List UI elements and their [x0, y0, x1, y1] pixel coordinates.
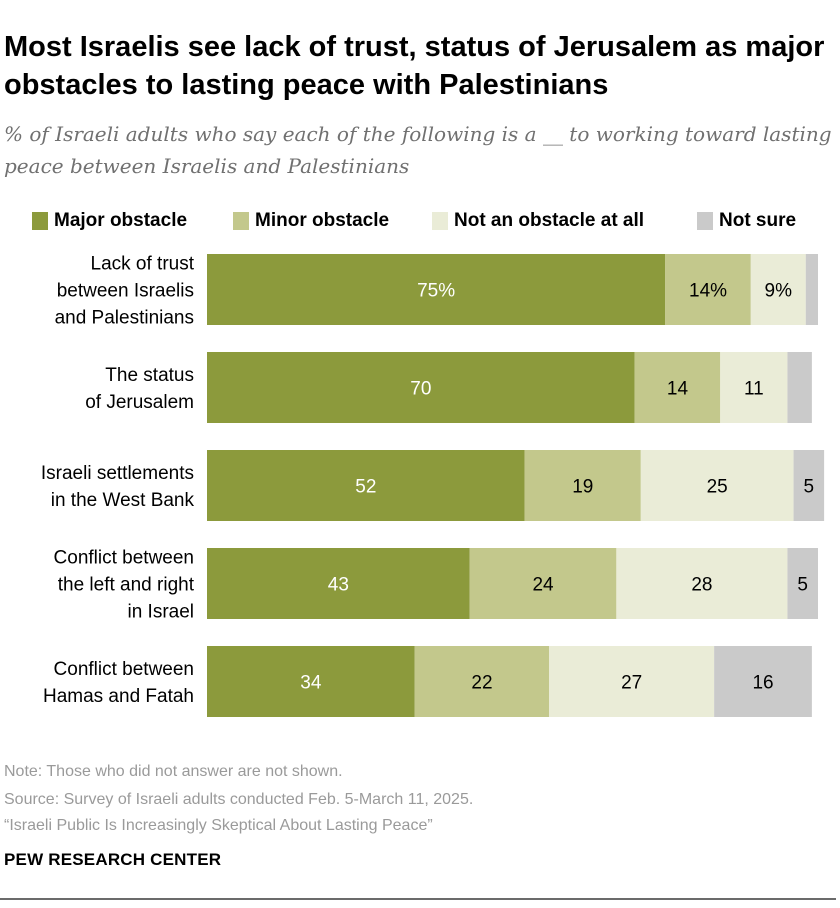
bar-segment [469, 548, 617, 619]
bar-segment [640, 450, 794, 521]
category-label-line: between Israelis [57, 281, 194, 302]
data-label: 24 [532, 575, 554, 596]
legend-swatch-not-obstacle [432, 212, 448, 230]
data-label: 43 [328, 575, 349, 596]
bar-segment [207, 450, 525, 521]
bar-segment [805, 254, 818, 325]
report-title-text: “Israeli Public Is Increasingly Skeptica… [4, 817, 433, 834]
legend-label-not-obstacle: Not an obstacle at all [454, 210, 645, 231]
category-label-line: Conflict between [54, 548, 194, 569]
bar-segment [524, 450, 641, 521]
bar-segment [793, 450, 825, 521]
bar-segment [634, 352, 721, 423]
bar-segment [549, 646, 715, 717]
bar-segment [750, 254, 806, 325]
legend-item-not-obstacle: Not an obstacle at all [432, 206, 644, 236]
category-label: Israeli settlements in the West Bank [41, 463, 195, 511]
category-label-line: The status [105, 365, 194, 386]
data-label: 16 [752, 673, 773, 694]
legend-swatch-minor [233, 212, 249, 230]
bar-segment [714, 646, 812, 717]
source-text: Source: Survey of Israeli adults conduct… [4, 791, 474, 808]
category-label-line: the left and right [58, 575, 195, 596]
data-label: 11 [744, 379, 764, 400]
data-label: 5 [804, 477, 815, 498]
data-label: 22 [471, 673, 492, 694]
category-label-line: Lack of trust [91, 254, 195, 275]
legend-label-not-sure: Not sure [719, 210, 797, 231]
category-label-line: Israeli settlements [41, 463, 194, 484]
legend-label-minor: Minor obstacle [255, 210, 390, 231]
bar-segment [787, 352, 812, 423]
pew-research-center-logo: PEW RESEARCH CENTER [4, 850, 222, 869]
bar-segment [207, 646, 415, 717]
legend-label-major: Major obstacle [54, 210, 188, 231]
data-label: 28 [691, 575, 712, 596]
category-label: The status of Jerusalem [85, 365, 194, 413]
bar-segment [207, 352, 635, 423]
data-label: 5 [797, 575, 808, 596]
legend-item-minor: Minor obstacle [233, 206, 389, 236]
bar-segment [207, 254, 666, 325]
data-label: 25 [707, 477, 728, 498]
stacked-bar-chart: Lack of trust between Israelis and Palesti… [41, 254, 825, 717]
legend: Major obstacle Minor obstacle Not an obs… [0, 206, 840, 236]
category-label-line: of Jerusalem [85, 392, 194, 413]
category-label-line: Conflict between [54, 659, 194, 680]
category-label: Conflict between the left and right in Isr… [54, 548, 195, 623]
chart-subtitle: % of Israeli adults who say each of the … [4, 122, 832, 178]
bar-segment [787, 548, 818, 619]
bar-segment [207, 548, 470, 619]
category-label-line: in Israel [127, 602, 194, 623]
legend-swatch-major [32, 212, 48, 230]
note-text: Note: Those who did not answer are not s… [4, 763, 343, 780]
legend-item-major: Major obstacle [32, 206, 187, 236]
data-label: 75% [417, 281, 455, 302]
bar-segment [720, 352, 788, 423]
category-label: Conflict between Hamas and Fatah [43, 659, 194, 707]
category-label-line: and Palestinians [55, 308, 194, 329]
data-label: 19 [572, 477, 593, 498]
data-label: 52 [355, 477, 376, 498]
category-label-line: Hamas and Fatah [43, 686, 194, 707]
data-label: 14% [689, 281, 727, 302]
data-label: 27 [621, 673, 642, 694]
legend-item-not-sure: Not sure [697, 206, 796, 236]
chart-title: Most Israelis see lack of trust, status … [4, 31, 825, 101]
legend-swatch-not-sure [697, 212, 713, 230]
category-label: Lack of trust between Israelis and Palesti… [55, 254, 195, 329]
data-label: 14 [667, 379, 689, 400]
bar-segment [616, 548, 788, 619]
bar-segment [665, 254, 751, 325]
category-label-line: in the West Bank [51, 490, 195, 511]
bottom-rule [0, 898, 836, 900]
data-label: 9% [765, 281, 793, 302]
data-label: 34 [300, 673, 322, 694]
data-label: 70 [410, 379, 431, 400]
bar-segment [414, 646, 550, 717]
